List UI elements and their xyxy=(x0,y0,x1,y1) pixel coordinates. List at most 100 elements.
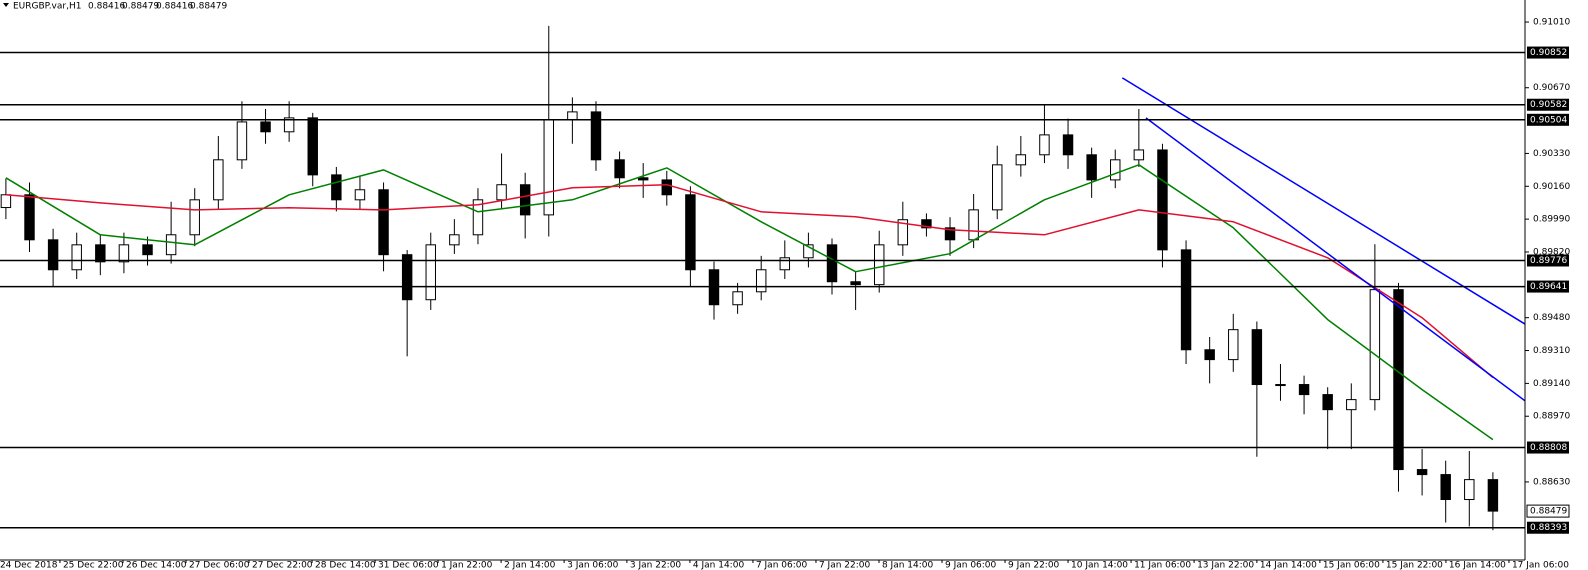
level-label: 0.90582 xyxy=(1530,100,1567,110)
y-tick-label: 0.90160 xyxy=(1533,182,1570,192)
candle-body xyxy=(71,244,82,271)
candle-body xyxy=(590,111,602,161)
candle-body xyxy=(1322,394,1333,411)
candle-body xyxy=(992,164,1003,211)
y-tick-label: 0.90330 xyxy=(1533,149,1570,159)
level-label: 0.90504 xyxy=(1530,115,1567,125)
candle-body xyxy=(732,291,743,306)
candle-body xyxy=(897,219,909,246)
candle-body xyxy=(1369,289,1381,401)
level-label-box xyxy=(1527,441,1569,454)
x-tick-label: 9 Jan 22:00 xyxy=(1008,561,1060,570)
level-label-box xyxy=(1527,46,1569,59)
y-tick-label: 0.89480 xyxy=(1533,313,1570,323)
candle-body xyxy=(1086,154,1097,181)
candle-body xyxy=(826,244,838,283)
x-tick-label: 31 Dec 06:00 xyxy=(378,561,439,570)
candle-body xyxy=(1228,329,1239,361)
level-label: 0.88808 xyxy=(1530,443,1567,453)
header-open: 0.88416 xyxy=(88,2,125,12)
x-tick-label: 1 Jan 22:00 xyxy=(441,561,493,570)
candle-body xyxy=(921,219,932,229)
candle-body xyxy=(1062,134,1074,156)
level-label: 0.90852 xyxy=(1530,48,1567,58)
x-tick-label: 15 Jan 06:00 xyxy=(1323,561,1380,570)
candle-body xyxy=(543,119,554,216)
candle-body xyxy=(1464,479,1475,501)
candle-body xyxy=(496,184,507,201)
candle-body xyxy=(1133,149,1145,161)
candle-body xyxy=(1346,399,1357,411)
candle-body xyxy=(1416,469,1428,476)
level-label: 0.89641 xyxy=(1530,282,1567,292)
x-tick-label: 26 Dec 14:00 xyxy=(126,561,187,570)
x-tick-label: 8 Jan 14:00 xyxy=(882,561,934,570)
y-tick-label: 0.89310 xyxy=(1533,346,1570,356)
candle-body xyxy=(401,254,413,301)
x-tick-label: 7 Jan 06:00 xyxy=(756,561,808,570)
trendline xyxy=(1121,77,1525,325)
candle-body xyxy=(47,239,59,271)
x-tick-label: 28 Dec 14:00 xyxy=(315,561,376,570)
candle-body xyxy=(1180,249,1192,351)
candle-body xyxy=(95,244,106,263)
candle-body xyxy=(260,121,271,133)
candle-body xyxy=(0,194,12,209)
candle-body xyxy=(1204,349,1215,361)
candle-body xyxy=(1015,154,1027,166)
x-tick-label: 14 Jan 14:00 xyxy=(1260,561,1317,570)
candle-body xyxy=(1393,289,1404,471)
candle-body xyxy=(1440,474,1451,501)
header-close: 0.88479 xyxy=(190,2,227,12)
candle-body xyxy=(1039,134,1050,156)
candle-body xyxy=(803,244,814,259)
level-label: 0.89776 xyxy=(1530,256,1567,266)
candle-body xyxy=(283,117,295,133)
candle-body xyxy=(944,227,956,241)
x-tick-label: 15 Jan 22:00 xyxy=(1386,561,1443,570)
candle-body xyxy=(685,194,696,271)
y-tick-label: 0.89820 xyxy=(1533,247,1570,257)
menu-triangle xyxy=(3,3,9,7)
candle-body xyxy=(850,281,861,286)
candle-body xyxy=(307,117,318,176)
candle-body xyxy=(614,159,625,179)
y-tick-label: 0.90670 xyxy=(1533,83,1570,93)
x-tick-label: 11 Jan 06:00 xyxy=(1134,561,1191,570)
level-label-box xyxy=(1527,521,1569,534)
candle-body xyxy=(378,189,389,256)
candle-body xyxy=(354,189,366,201)
x-tick-label: 13 Jan 22:00 xyxy=(1197,561,1254,570)
x-tick-label: 4 Jan 14:00 xyxy=(693,561,745,570)
candle-body xyxy=(519,184,531,216)
x-tick-label: 3 Jan 06:00 xyxy=(567,561,619,570)
header-high: 0.88479 xyxy=(122,2,159,12)
x-tick-label: 2 Jan 14:00 xyxy=(504,561,556,570)
y-tick-label: 0.91010 xyxy=(1533,18,1570,28)
candle-body xyxy=(118,244,130,263)
candle-body xyxy=(779,257,791,271)
candle-body xyxy=(1487,479,1499,512)
level-label-box xyxy=(1527,280,1569,293)
candle-body xyxy=(189,199,200,236)
y-tick-label: 0.88970 xyxy=(1533,412,1570,422)
level-label-box xyxy=(1527,254,1569,267)
symbol-title: EURGBP.var,H1 xyxy=(13,2,81,12)
candle-body xyxy=(1157,149,1168,251)
level-label-box xyxy=(1527,98,1569,111)
x-tick-label: 7 Jan 22:00 xyxy=(819,561,871,570)
moving-average xyxy=(5,183,1494,379)
y-tick-label: 0.89990 xyxy=(1533,215,1570,225)
x-tick-label: 27 Dec 22:00 xyxy=(252,561,313,570)
candle-body xyxy=(142,244,153,256)
candle-body xyxy=(1298,384,1310,396)
candle-body xyxy=(1251,329,1263,386)
x-tick-label: 16 Jan 14:00 xyxy=(1449,561,1506,570)
x-tick-label: 10 Jan 14:00 xyxy=(1071,561,1128,570)
candle-body xyxy=(472,199,484,236)
candle-body xyxy=(449,234,460,246)
candle-body xyxy=(24,194,35,241)
candle-body xyxy=(567,111,578,121)
candle-body xyxy=(968,209,979,241)
